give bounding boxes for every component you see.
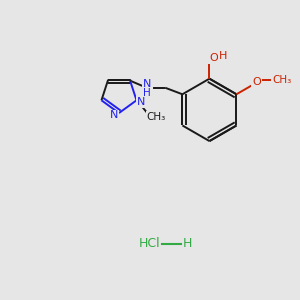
Text: CH₃: CH₃ (272, 75, 291, 85)
Text: N: N (110, 110, 118, 120)
Text: HCl: HCl (139, 237, 161, 250)
Text: H: H (143, 88, 151, 98)
Text: N: N (143, 79, 152, 89)
Text: O: O (209, 53, 218, 64)
Text: H: H (219, 51, 228, 61)
Text: CH₃: CH₃ (146, 112, 166, 122)
Text: H: H (182, 237, 192, 250)
Text: N: N (137, 97, 146, 107)
Text: O: O (252, 77, 261, 87)
